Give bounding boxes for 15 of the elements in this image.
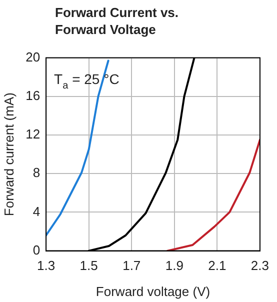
x-tick-label: 1.7 [122,258,141,274]
x-tick-label: 2.3 [250,258,270,274]
x-tick-label: 1.9 [165,258,184,274]
y-tick-label: 16 [26,88,40,103]
x-tick-label: 2.1 [208,258,226,274]
y-tick-label: 8 [32,165,40,180]
y-axis-title: Forward current (mA) [1,92,16,216]
x-tick-label: 1.5 [80,258,98,274]
x-tick-label: 1.3 [37,258,56,274]
x-axis-title: Forward voltage (V) [96,284,210,299]
y-tick-label: 12 [26,126,40,142]
chart-title: Forward Current vs. Forward Voltage [55,4,180,38]
y-tick-label: 4 [32,204,40,219]
y-tick-label: 20 [26,49,40,64]
y-tick-label: 0 [32,242,40,258]
